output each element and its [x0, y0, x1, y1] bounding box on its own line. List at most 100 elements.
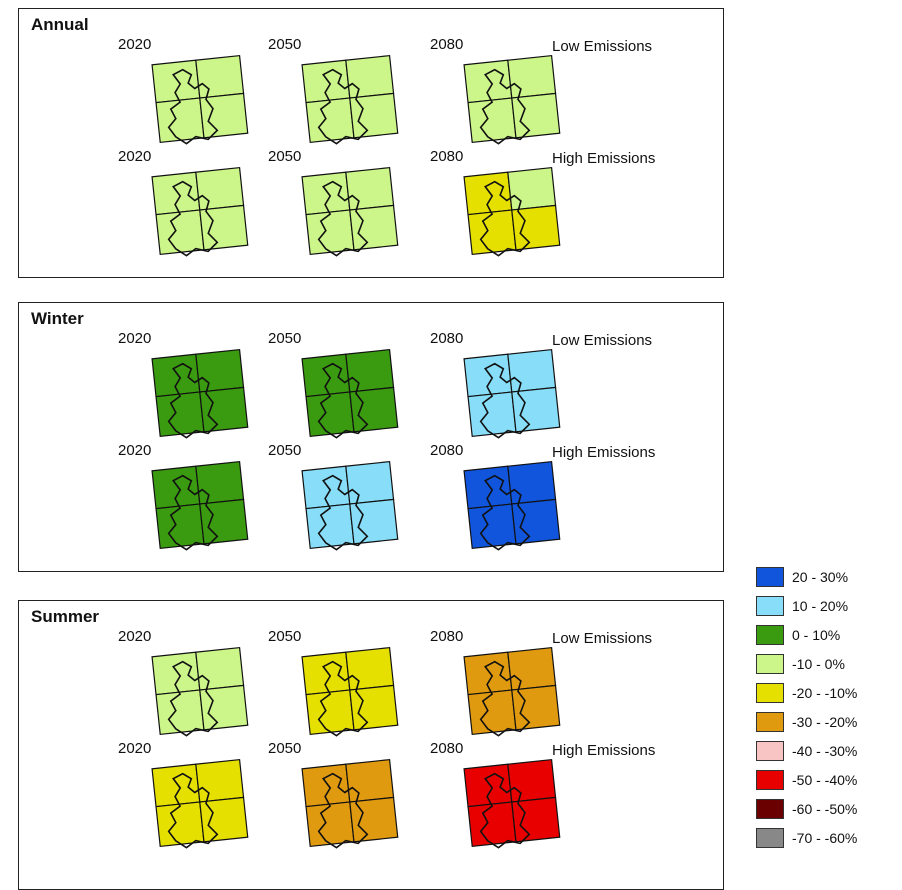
coastline-outline — [479, 474, 531, 551]
legend-swatch — [756, 770, 784, 790]
grid-cell — [349, 204, 399, 251]
coastline-outline — [479, 362, 531, 439]
scenario-label: Low Emissions — [552, 630, 653, 647]
grid-cell — [467, 391, 517, 438]
region-map — [301, 54, 399, 145]
legend-label: -10 - 0% — [792, 656, 845, 672]
legend-item: -50 - -40% — [756, 770, 902, 792]
grid-cell — [349, 796, 399, 843]
grid-cell — [155, 391, 205, 438]
grid-cell — [195, 758, 245, 803]
legend-swatch — [756, 654, 784, 674]
grid-cell — [349, 386, 399, 433]
grid-cell — [301, 465, 351, 510]
grid-cell — [345, 166, 395, 211]
grid-cell — [507, 758, 557, 803]
grid-cell — [305, 689, 355, 736]
legend-label: -20 - -10% — [792, 685, 858, 701]
region-map — [151, 54, 249, 145]
legend-item: -20 - -10% — [756, 683, 902, 705]
grid-cell — [463, 59, 513, 104]
grid-cell — [463, 465, 513, 510]
region-map — [463, 646, 561, 737]
legend-item: 20 - 30% — [756, 567, 902, 589]
legend-swatch — [756, 741, 784, 761]
scenario-label: High Emissions — [552, 444, 656, 461]
coastline-outline — [317, 772, 369, 849]
grid-cell — [155, 97, 205, 144]
legend-label: 20 - 30% — [792, 569, 849, 585]
year-label: 2080 — [430, 628, 464, 645]
grid-cell — [199, 796, 249, 843]
coastline-outline — [317, 68, 369, 145]
grid-cell — [507, 460, 557, 505]
coastline-outline — [479, 660, 531, 737]
grid-cell — [195, 348, 245, 393]
grid-cell — [199, 204, 249, 251]
grid-cell — [155, 503, 205, 550]
region-map — [301, 646, 399, 737]
grid-cell — [199, 386, 249, 433]
grid-cell — [199, 684, 249, 731]
region-map — [301, 460, 399, 551]
panel-title-summer: Summer — [31, 607, 100, 626]
grid-cell — [305, 801, 355, 848]
grid-cell — [467, 689, 517, 736]
coastline-outline — [317, 474, 369, 551]
region-map — [463, 460, 561, 551]
grid-cell — [511, 684, 561, 731]
grid-cell — [345, 758, 395, 803]
legend-label: -50 - -40% — [792, 772, 858, 788]
grid-cell — [345, 646, 395, 691]
grid-cell — [151, 171, 201, 216]
grid-cell — [195, 166, 245, 211]
grid-cell — [151, 353, 201, 398]
region-map — [301, 758, 399, 849]
grid-cell — [195, 646, 245, 691]
grid-cell — [507, 646, 557, 691]
coastline-outline — [479, 772, 531, 849]
year-label: 2020 — [118, 628, 152, 645]
grid-cell — [301, 59, 351, 104]
grid-cell — [305, 503, 355, 550]
coastline-outline — [167, 772, 219, 849]
legend-swatch — [756, 625, 784, 645]
region-map — [151, 348, 249, 439]
grid-cell — [345, 54, 395, 99]
grid-cell — [507, 54, 557, 99]
grid-cell — [349, 684, 399, 731]
year-label: 2050 — [268, 628, 302, 645]
grid-cell — [199, 498, 249, 545]
legend-swatch — [756, 567, 784, 587]
coastline-outline — [167, 180, 219, 257]
region-map — [301, 166, 399, 257]
scenario-label: Low Emissions — [552, 332, 653, 349]
panel-title-annual: Annual — [31, 15, 89, 34]
coastline-outline — [167, 660, 219, 737]
grid-cell — [511, 796, 561, 843]
grid-cell — [301, 353, 351, 398]
grid-cell — [507, 166, 557, 211]
legend-item: -60 - -50% — [756, 799, 902, 821]
grid-cell — [463, 763, 513, 808]
coastline-outline — [317, 362, 369, 439]
grid-cell — [463, 171, 513, 216]
year-label: 2050 — [268, 740, 302, 757]
grid-cell — [151, 763, 201, 808]
grid-cell — [195, 460, 245, 505]
year-label: 2050 — [268, 148, 302, 165]
year-label: 2020 — [118, 330, 152, 347]
region-map — [301, 348, 399, 439]
region-map — [463, 166, 561, 257]
grid-cell — [151, 465, 201, 510]
region-map — [151, 758, 249, 849]
coastline-outline — [479, 68, 531, 145]
grid-cell — [467, 209, 517, 256]
grid-cell — [349, 92, 399, 139]
coastline-outline — [167, 474, 219, 551]
grid-cell — [463, 353, 513, 398]
year-label: 2020 — [118, 442, 152, 459]
grid-cell — [511, 498, 561, 545]
region-map — [151, 646, 249, 737]
legend-swatch — [756, 683, 784, 703]
